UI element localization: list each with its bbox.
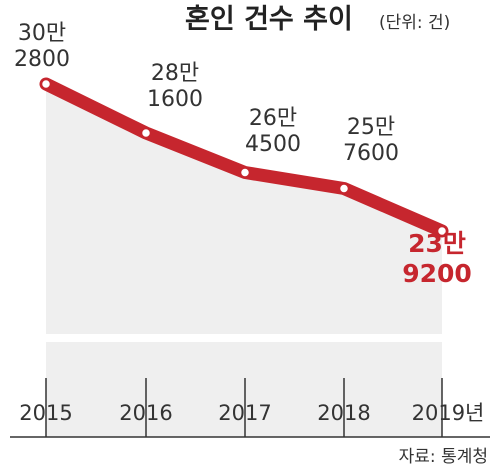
area-fill-upper (46, 84, 442, 334)
data-points (40, 78, 448, 237)
x-tick-label-4: 2019년 (412, 401, 485, 425)
value-label-1-line-0: 28만 (151, 61, 199, 86)
data-point-0 (40, 78, 52, 90)
data-point-3 (338, 183, 350, 194)
x-tick-label-3: 2018 (317, 401, 370, 425)
area-fill-layer (46, 84, 442, 437)
value-label-3-line-0: 25만 (347, 115, 395, 140)
value-label-2-line-0: 26만 (249, 106, 297, 131)
x-tick-label-1: 2016 (119, 401, 172, 425)
value-label-0-line-0: 30만 (18, 21, 66, 46)
unit-note: (단위: 건) (379, 13, 450, 33)
data-point-1 (140, 127, 152, 139)
x-tick-label-2: 2017 (218, 401, 271, 425)
value-label-0-line-1: 2800 (14, 47, 70, 72)
source-note: 자료: 통계청 (399, 447, 488, 467)
value-label-4-line-1: 9200 (402, 259, 472, 288)
x-axis-ticks: 2015 2016 2017 2018 2019년 (19, 378, 484, 437)
x-tick-label-0: 2015 (19, 401, 72, 425)
value-label-2-line-1: 4500 (245, 132, 301, 157)
area-fill-lower (46, 342, 442, 437)
value-label-3-line-1: 7600 (343, 141, 399, 166)
value-label-1-line-1: 1600 (147, 87, 203, 112)
data-point-4 (436, 225, 448, 237)
value-label-4-line-0: 23만 (408, 229, 466, 258)
chart-title: 혼인 건수 추이 (185, 4, 353, 35)
data-point-2 (239, 167, 251, 178)
